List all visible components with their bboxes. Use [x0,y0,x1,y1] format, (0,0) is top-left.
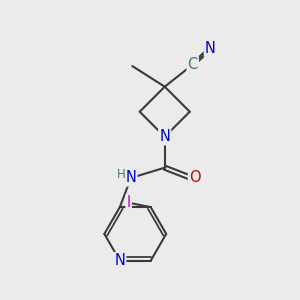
Text: N: N [114,253,125,268]
Text: H: H [117,168,126,181]
Text: O: O [189,170,201,185]
Text: C: C [188,57,198,72]
Text: N: N [205,41,216,56]
Text: I: I [127,195,131,210]
Text: N: N [125,170,136,185]
Text: N: N [159,129,170,144]
